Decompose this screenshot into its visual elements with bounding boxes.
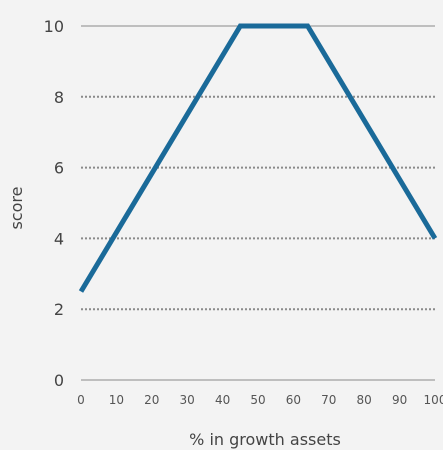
x-tick-label-70: 70 [321, 393, 336, 407]
x-tick-labels: 0 10 20 30 40 50 60 70 80 90 100 [77, 393, 443, 407]
x-tick-label-80: 80 [357, 393, 372, 407]
x-tick-label-100: 100 [424, 393, 443, 407]
x-tick-label-40: 40 [215, 393, 230, 407]
y-tick-label-4: 4 [54, 229, 64, 248]
y-tick-labels: 0 2 4 6 8 10 [44, 17, 64, 390]
y-tick-label-10: 10 [44, 17, 64, 36]
x-tick-label-90: 90 [392, 393, 407, 407]
grid-lines [81, 25, 435, 311]
series-line-0 [78, 23, 438, 293]
y-tick-label-6: 6 [54, 159, 64, 178]
y-tick-label-8: 8 [54, 88, 64, 107]
y-tick-label-0: 0 [54, 371, 64, 390]
x-tick-label-30: 30 [180, 393, 195, 407]
x-tick-label-60: 60 [286, 393, 301, 407]
y-axis-label: score [7, 187, 26, 230]
x-tick-label-0: 0 [77, 393, 85, 407]
y-tick-label-2: 2 [54, 300, 64, 319]
series-group [78, 23, 438, 293]
x-tick-label-20: 20 [144, 393, 159, 407]
x-tick-label-10: 10 [109, 393, 124, 407]
x-axis-label: % in growth assets [189, 430, 341, 449]
x-tick-label-50: 50 [250, 393, 265, 407]
